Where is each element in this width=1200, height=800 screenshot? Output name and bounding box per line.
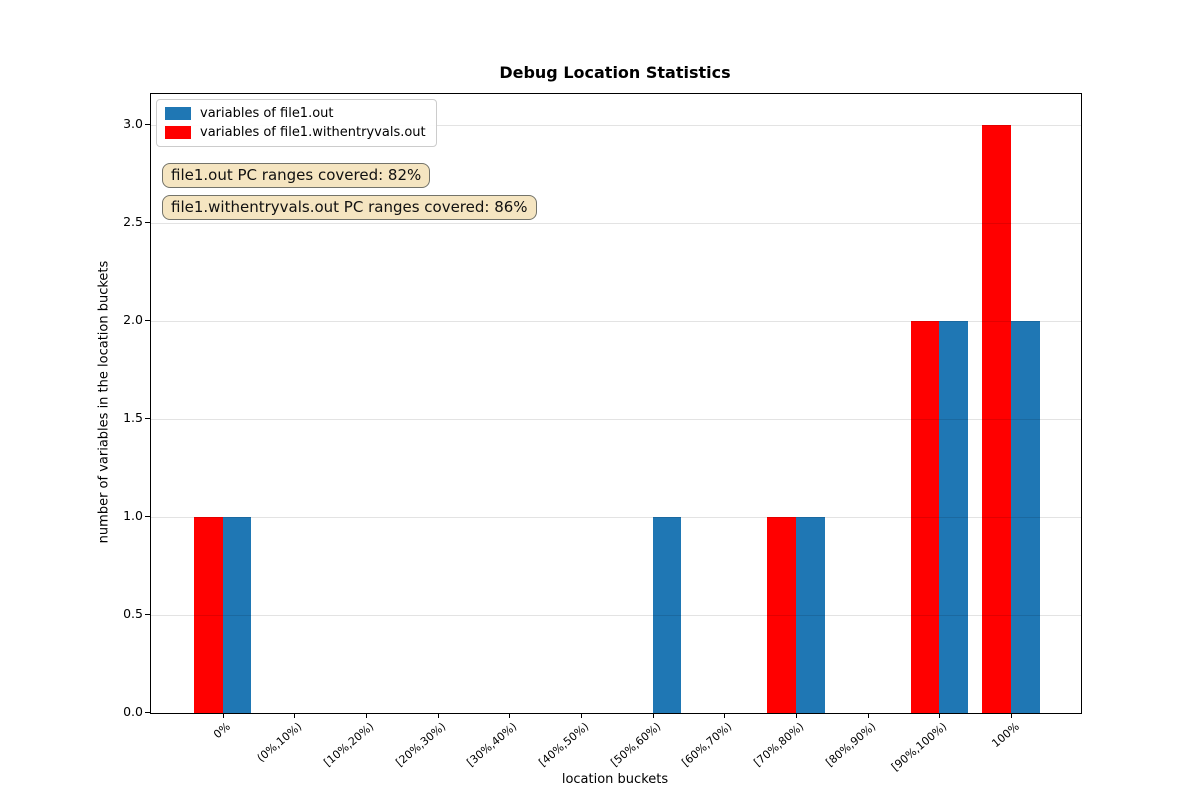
x-tick-20-30 — [437, 713, 439, 718]
grid-layer — [151, 94, 1081, 713]
y-tick-0.5 — [145, 614, 150, 616]
bars-layer — [151, 94, 1081, 713]
plot-area: 0% (0%,10%) [10%,20%) [20%,30%) [30%,40%) [40… — [150, 93, 1082, 774]
chart-title: Debug Location Statistics — [499, 63, 731, 82]
y-tick-3 — [145, 124, 150, 126]
legend-label: variables of file1.withentryvals.out — [200, 125, 426, 140]
x-tick-80-90 — [867, 713, 869, 718]
y-tick-label-0.5: 0.5 — [123, 606, 143, 622]
y-tick-0 — [145, 712, 150, 713]
x-tick-label-40-50: [40%,50%) — [536, 720, 592, 770]
bar-variables-of-file1-out-90-100 — [939, 321, 969, 713]
legend: variables of file1.out variables of file… — [156, 99, 437, 147]
annotation-pc-ranges-file1: file1.out PC ranges covered: 82% — [162, 163, 431, 188]
y-tick-label-3: 3.0 — [123, 116, 143, 132]
y-tick-1 — [145, 516, 150, 518]
x-tick-label-70-80: [70%,80%) — [751, 720, 807, 770]
x-axis-label: location buckets — [561, 772, 669, 787]
gridline-y-1.5 — [151, 419, 1081, 421]
x-tick-100 — [1011, 713, 1013, 718]
y-tick-2 — [145, 320, 150, 322]
y-tick-label-1.5: 1.5 — [123, 410, 143, 426]
x-tick-90-100 — [939, 713, 941, 718]
gridline-y-1 — [151, 517, 1081, 519]
bar-variables-of-file1-out-100 — [1011, 321, 1040, 713]
legend-swatch-blue — [165, 107, 191, 120]
bar-variables-of-file1-withentryvals-out-90-100 — [910, 321, 940, 713]
bar-variables-of-file1-out-70-80 — [796, 517, 825, 713]
x-tick-60-70 — [724, 713, 726, 718]
x-tick-50-60 — [652, 713, 654, 718]
gridline-y-2 — [151, 321, 1081, 323]
x-tick-label-90-100: [90%,100%) — [889, 720, 950, 774]
annotation-pc-ranges-file1-withentryvals: file1.withentryvals.out PC ranges covere… — [162, 195, 537, 220]
y-tick-2.5 — [145, 222, 150, 224]
x-tick-0-10 — [294, 713, 296, 718]
x-tick-30-40 — [509, 713, 511, 718]
y-axis-label: number of variables in the location buck… — [96, 260, 112, 544]
x-tick-label-30-40: [30%,40%) — [464, 720, 520, 770]
x-tick-label-60-70: [60%,70%) — [679, 720, 735, 770]
y-tick-1.5 — [145, 418, 150, 420]
y-tick-label-1: 1.0 — [123, 508, 143, 524]
gridline-y-3 — [151, 125, 1081, 127]
x-tick-label-80-90: [80%,90%) — [823, 720, 879, 770]
legend-label: variables of file1.out — [200, 106, 334, 121]
x-tick-70-80 — [796, 713, 798, 718]
bar-variables-of-file1-out-0 — [222, 517, 252, 713]
bar-variables-of-file1-out-50-60 — [652, 517, 682, 713]
x-tick-40-50 — [581, 713, 583, 718]
gridline-y-2.5 — [151, 223, 1081, 225]
x-tick-label-50-60: [50%,60%) — [608, 720, 664, 770]
bar-variables-of-file1-withentryvals-out-70-80 — [767, 517, 797, 713]
x-tick-label-10-20: [10%,20%) — [321, 720, 377, 770]
y-tick-label-0: 0.0 — [123, 704, 143, 719]
x-tick-10-20 — [366, 713, 368, 718]
bar-variables-of-file1-withentryvals-out-0 — [194, 517, 223, 713]
legend-swatch-red — [165, 126, 191, 139]
x-tick-label-20-30: [20%,30%) — [393, 720, 449, 770]
legend-item: variables of file1.withentryvals.out — [165, 125, 426, 140]
legend-item: variables of file1.out — [165, 106, 426, 121]
bar-variables-of-file1-withentryvals-out-100 — [982, 125, 1012, 713]
x-tick-label-0-10: (0%,10%) — [255, 720, 305, 765]
x-tick-0 — [222, 713, 224, 718]
x-tick-label-0: 0% — [211, 720, 234, 742]
y-tick-label-2.5: 2.5 — [123, 214, 143, 230]
x-tick-label-100: 100% — [988, 720, 1022, 751]
y-tick-label-2: 2.0 — [123, 312, 143, 328]
x-axis: 0% (0%,10%) [10%,20%) [20%,30%) [30%,40%) [40… — [151, 94, 1081, 774]
gridline-y-0.5 — [151, 615, 1081, 617]
